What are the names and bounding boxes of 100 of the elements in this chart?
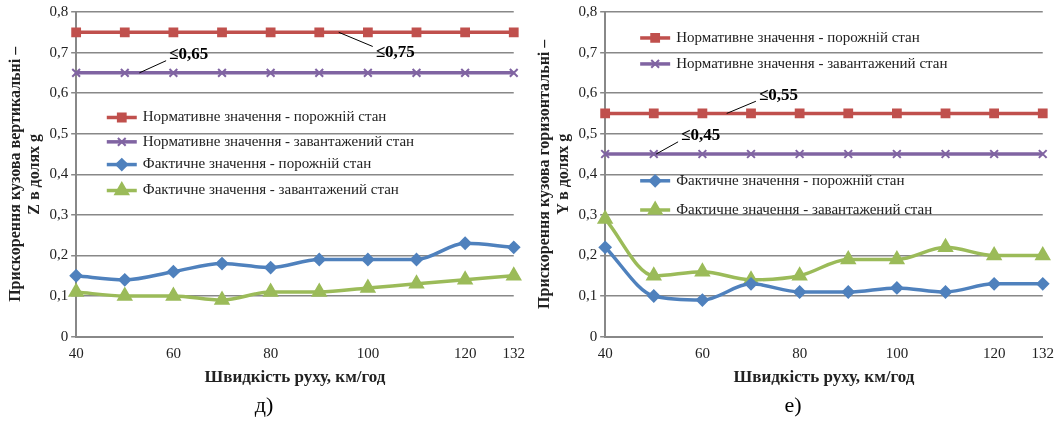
- y-tick-label: 0,2: [49, 246, 69, 263]
- point: [597, 210, 613, 224]
- point: [647, 289, 661, 303]
- point: [989, 149, 1000, 159]
- point: [362, 27, 373, 38]
- point: [68, 283, 84, 297]
- point: [360, 279, 376, 293]
- legend-label: Фактичне значення - завантажений стан: [676, 200, 933, 217]
- point: [600, 108, 611, 119]
- point: [411, 27, 422, 38]
- point: [165, 287, 181, 301]
- point: [117, 287, 133, 301]
- x-tick-label: 40: [68, 344, 84, 361]
- x-axis-title: Швидкість руху, км/год: [204, 367, 386, 387]
- point: [891, 108, 902, 119]
- point: [166, 265, 180, 279]
- point: [1035, 246, 1051, 261]
- y-tick-label: 0,1: [578, 286, 598, 303]
- point: [986, 246, 1002, 261]
- point: [889, 251, 905, 265]
- legend-label: Нормативне значення - порожній стан: [676, 28, 920, 45]
- point: [1037, 108, 1048, 119]
- point: [840, 251, 856, 265]
- point: [746, 149, 756, 159]
- point: [265, 67, 276, 78]
- point: [793, 285, 807, 299]
- annotation: ≤0,55: [758, 84, 798, 104]
- point: [411, 67, 422, 78]
- y-tick-label: 0,3: [578, 205, 598, 222]
- legend-label: Фактичне значення - завантажений стан: [142, 181, 399, 198]
- point: [410, 253, 424, 267]
- point: [458, 236, 472, 250]
- point: [314, 27, 325, 38]
- point: [1037, 149, 1048, 159]
- point: [1036, 277, 1050, 291]
- point: [744, 277, 758, 291]
- point: [215, 257, 229, 271]
- point: [746, 108, 756, 119]
- y-tick-label: 0,3: [49, 205, 69, 222]
- legend-label: Нормативне значення - завантажений стан: [676, 54, 948, 71]
- point: [794, 108, 805, 119]
- y-tick-label: 0,4: [578, 165, 598, 182]
- point: [361, 253, 375, 267]
- point: [794, 149, 805, 159]
- point: [362, 67, 373, 78]
- legend-label: Нормативне значення - порожній стан: [142, 108, 387, 125]
- y-tick-label: 0,6: [49, 84, 69, 101]
- y-axis-title: Прискорення кузова горизонтальні – Y в долях g: [534, 38, 572, 309]
- point: [264, 261, 278, 275]
- point: [168, 67, 179, 78]
- y-tick-label: 0,4: [49, 165, 69, 182]
- point: [265, 27, 276, 38]
- y-tick-label: 0,6: [578, 84, 598, 101]
- y-tick-label: 0: [60, 327, 69, 344]
- point: [69, 269, 83, 283]
- point: [506, 267, 522, 281]
- annotation: ≤0,75: [375, 41, 415, 61]
- annotation: ≤0,45: [681, 125, 721, 145]
- point: [457, 271, 473, 285]
- point: [648, 108, 659, 119]
- point: [217, 27, 227, 38]
- x-tick-label: 100: [885, 344, 909, 361]
- x-axis-title: Швидкість руху, км/год: [733, 367, 915, 387]
- point: [508, 27, 519, 38]
- y-axis-title: Прискорення кузова вертикальні – Z в долях g: [5, 45, 43, 302]
- point: [694, 263, 710, 277]
- y-tick-label: 0,7: [49, 43, 69, 60]
- x-tick-label: 100: [356, 344, 380, 361]
- x-tick-label: 120: [982, 344, 1006, 361]
- point: [940, 149, 951, 159]
- point: [214, 291, 230, 305]
- y-tick-label: 0,2: [578, 246, 598, 263]
- point: [891, 149, 902, 159]
- text: е): [783, 392, 803, 418]
- legend-label: Фактичне значення - порожній стан: [676, 171, 905, 188]
- x-tick-label: 80: [263, 344, 279, 361]
- point: [71, 27, 82, 38]
- point: [792, 267, 808, 281]
- point: [314, 67, 325, 78]
- x-tick-label: 120: [453, 344, 477, 361]
- point: [648, 149, 659, 159]
- y-tick-label: 0,8: [49, 2, 69, 19]
- point: [843, 149, 854, 159]
- point: [695, 293, 709, 307]
- point: [697, 149, 708, 159]
- legend-label: Нормативне значення - завантажений стан: [142, 132, 415, 149]
- point: [312, 253, 326, 267]
- point: [938, 238, 953, 253]
- x-tick-label: 132: [1031, 344, 1054, 361]
- x-tick-label: 132: [502, 344, 525, 361]
- point: [507, 240, 521, 254]
- x-tick-label: 40: [597, 344, 613, 361]
- point: [598, 240, 612, 254]
- y-tick-label: 0: [589, 327, 598, 344]
- point: [987, 277, 1001, 291]
- point: [168, 27, 179, 38]
- text: д): [253, 392, 275, 418]
- point: [217, 67, 227, 78]
- point: [890, 281, 904, 295]
- annotation: ≤0,65: [169, 44, 209, 64]
